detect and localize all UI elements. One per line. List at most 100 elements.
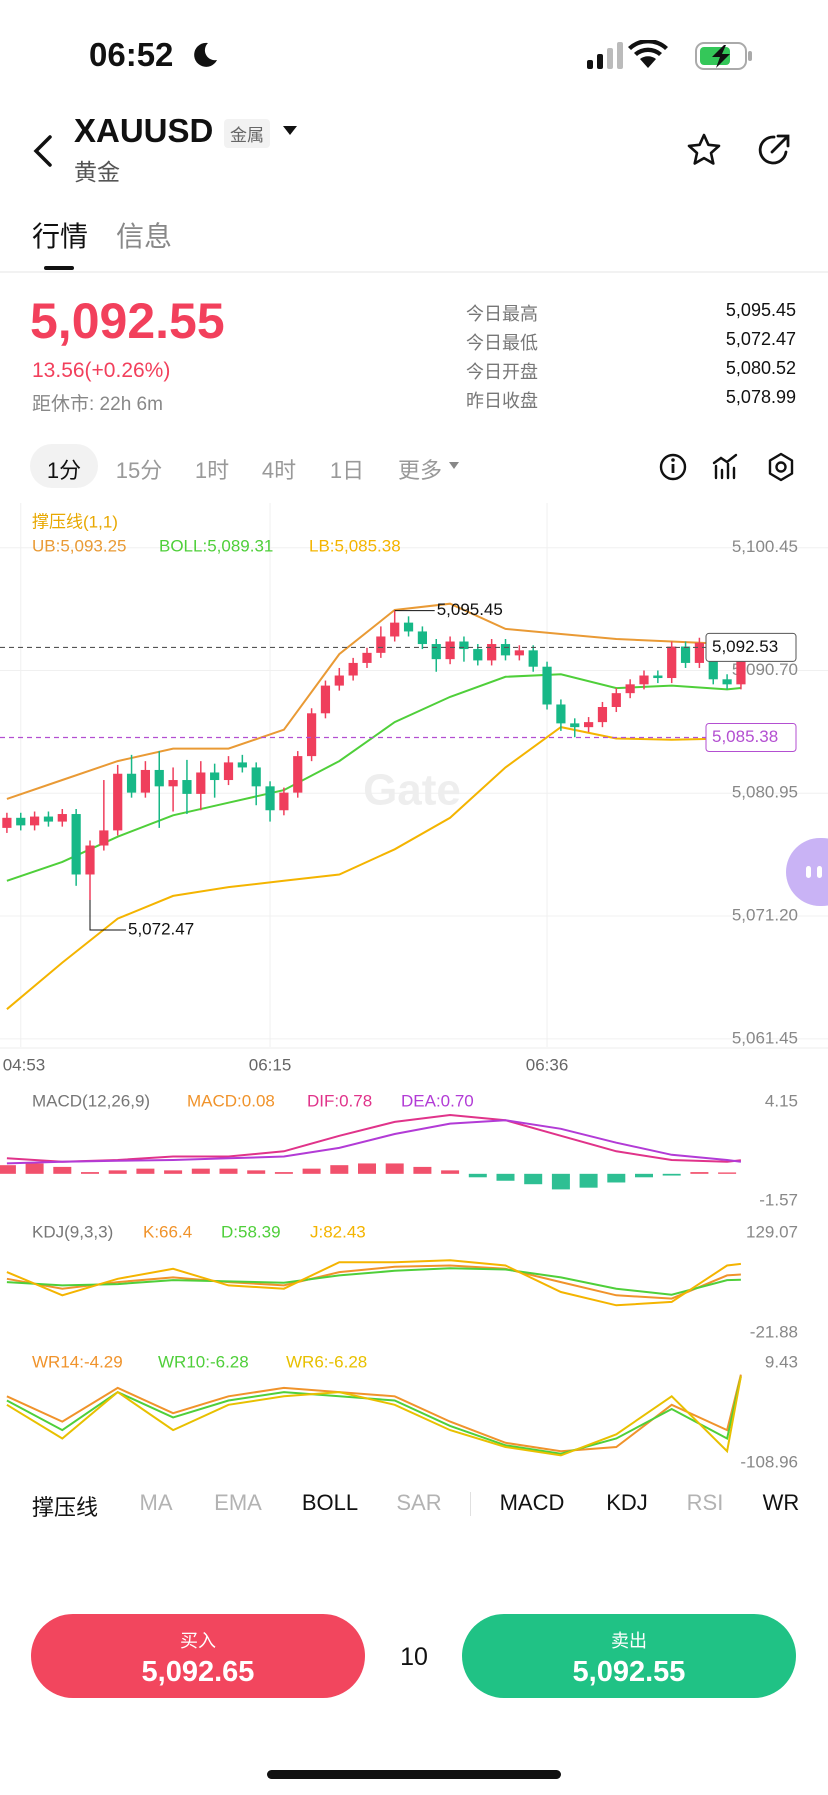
y-tick-label: -108.96 bbox=[740, 1452, 798, 1471]
status-icons bbox=[587, 40, 752, 70]
indicator-tab[interactable]: KDJ bbox=[606, 1490, 648, 1515]
indicator-line bbox=[6, 1374, 742, 1453]
price-tag-label: 5,085.38 bbox=[712, 727, 778, 746]
macd-bar bbox=[468, 1173, 487, 1178]
candle-body bbox=[570, 723, 580, 728]
macd-bar bbox=[302, 1168, 321, 1174]
legend-entry: BOLL:5,089.31 bbox=[159, 536, 273, 555]
macd-bar bbox=[413, 1166, 432, 1174]
macd-bar bbox=[662, 1173, 681, 1176]
legend-entry: WR14:-4.29 bbox=[32, 1352, 123, 1371]
legend-entry: WR10:-6.28 bbox=[158, 1352, 249, 1371]
candle-body bbox=[611, 693, 621, 707]
y-tick-label: -21.88 bbox=[750, 1322, 798, 1341]
interval-tab[interactable]: 1分 bbox=[46, 458, 82, 483]
candle-body bbox=[71, 814, 81, 875]
legend-entry: K:66.4 bbox=[143, 1222, 192, 1241]
indicator-tab[interactable]: 撑压线 bbox=[31, 1495, 99, 1520]
macd-bar bbox=[136, 1168, 155, 1174]
indicator-line bbox=[6, 726, 741, 1010]
candle-body bbox=[417, 631, 427, 645]
candle-body bbox=[43, 816, 54, 822]
interval-tab[interactable]: 1时 bbox=[194, 458, 230, 483]
indicator-tab[interactable]: BOLL bbox=[301, 1490, 359, 1515]
interval-tab[interactable]: 更多 bbox=[397, 458, 443, 483]
low-annotation: 5,072.47 bbox=[128, 920, 194, 939]
candle-body bbox=[528, 650, 538, 667]
legend-entry: DEA:0.70 bbox=[401, 1091, 474, 1110]
x-tick-label: 06:36 bbox=[526, 1055, 569, 1074]
interval-tab[interactable]: 4时 bbox=[261, 458, 297, 483]
chart-tools[interactable] bbox=[658, 450, 818, 484]
quantity[interactable]: 10 bbox=[400, 1643, 428, 1671]
price-tag bbox=[705, 722, 797, 752]
tab[interactable]: 行情 bbox=[32, 221, 89, 252]
symbol[interactable]: XAUUSD bbox=[74, 112, 214, 149]
sell-button[interactable]: 卖出 5,092.55 bbox=[462, 1614, 796, 1698]
sell-price: 5,092.55 bbox=[572, 1656, 686, 1688]
macd-bar bbox=[358, 1163, 376, 1174]
candle-body bbox=[362, 652, 372, 663]
symbol-dropdown[interactable] bbox=[282, 124, 298, 138]
candle-body bbox=[210, 772, 220, 781]
indicator-tab[interactable]: MA bbox=[139, 1490, 173, 1515]
candle-body bbox=[154, 769, 164, 787]
legend-entry: J:82.43 bbox=[310, 1222, 366, 1241]
y-tick-label: 5,080.95 bbox=[732, 783, 798, 802]
candle-body bbox=[680, 646, 691, 663]
interval-tab[interactable]: 1日 bbox=[329, 458, 365, 483]
indicator-line bbox=[6, 1267, 741, 1296]
back-button[interactable] bbox=[30, 134, 58, 168]
y-tick-label: 5,071.20 bbox=[732, 906, 798, 925]
candle-body bbox=[736, 647, 746, 685]
candle-body bbox=[2, 817, 12, 828]
indicator-tab[interactable]: EMA bbox=[214, 1490, 262, 1515]
macd-bar bbox=[635, 1173, 653, 1178]
y-tick-label: 5,061.45 bbox=[732, 1028, 798, 1047]
candle-body bbox=[334, 675, 344, 686]
interval-tab[interactable]: 15分 bbox=[115, 458, 163, 483]
candle-body bbox=[653, 675, 663, 679]
candle-body bbox=[514, 650, 524, 656]
buy-label: 买入 bbox=[180, 1631, 216, 1651]
buy-button[interactable]: 买入 5,092.65 bbox=[31, 1614, 365, 1698]
symbol-name: 黄金 bbox=[74, 159, 120, 185]
tab-divider bbox=[470, 1492, 471, 1516]
candle-body bbox=[584, 722, 594, 728]
indicator-tab[interactable]: RSI bbox=[686, 1490, 724, 1515]
price-tag-label: 5,092.53 bbox=[712, 637, 778, 656]
x-tick-label: 06:15 bbox=[249, 1055, 292, 1074]
home-indicator bbox=[267, 1770, 561, 1779]
chart-area[interactable]: 5,100.45 5,090.70 5,080.95 5,071.20 5,061.45… bbox=[0, 503, 828, 1478]
stat-value: 5,080.52 bbox=[725, 358, 796, 378]
tab[interactable]: 信息 bbox=[116, 221, 173, 252]
indicator-line bbox=[6, 1376, 742, 1455]
assistant-bubble[interactable] bbox=[786, 838, 828, 906]
indicator-line bbox=[6, 1264, 741, 1300]
share-button[interactable] bbox=[756, 132, 792, 168]
macd-bar bbox=[0, 1165, 16, 1174]
candle-body bbox=[390, 622, 400, 637]
category-badge: 金属 bbox=[224, 119, 270, 148]
indicator-line bbox=[6, 1376, 742, 1457]
candle-body bbox=[597, 707, 608, 723]
status-time: 06:52 bbox=[89, 36, 174, 73]
high-annotation: 5,095.45 bbox=[437, 600, 503, 619]
candle-body bbox=[237, 762, 247, 768]
indicator-tab[interactable]: WR bbox=[762, 1490, 800, 1515]
y-tick-label: 9.43 bbox=[765, 1352, 798, 1371]
indicator-tab[interactable]: SAR bbox=[396, 1490, 442, 1515]
moon-icon bbox=[194, 42, 217, 67]
candle-body bbox=[223, 762, 234, 781]
indicator-line bbox=[6, 1259, 742, 1307]
indicator-tab[interactable]: MACD bbox=[499, 1490, 565, 1515]
macd-bar bbox=[247, 1170, 266, 1174]
more-dropdown[interactable] bbox=[448, 461, 460, 471]
buy-price: 5,092.65 bbox=[141, 1656, 255, 1688]
candle-body bbox=[639, 675, 649, 685]
y-tick-label: 129.07 bbox=[746, 1222, 798, 1241]
market-close-timer: 距休市: 22h 6m bbox=[32, 394, 163, 415]
favorite-button[interactable] bbox=[686, 132, 722, 168]
price-tag bbox=[705, 632, 797, 662]
y-tick-label: 5,090.70 bbox=[732, 660, 798, 679]
